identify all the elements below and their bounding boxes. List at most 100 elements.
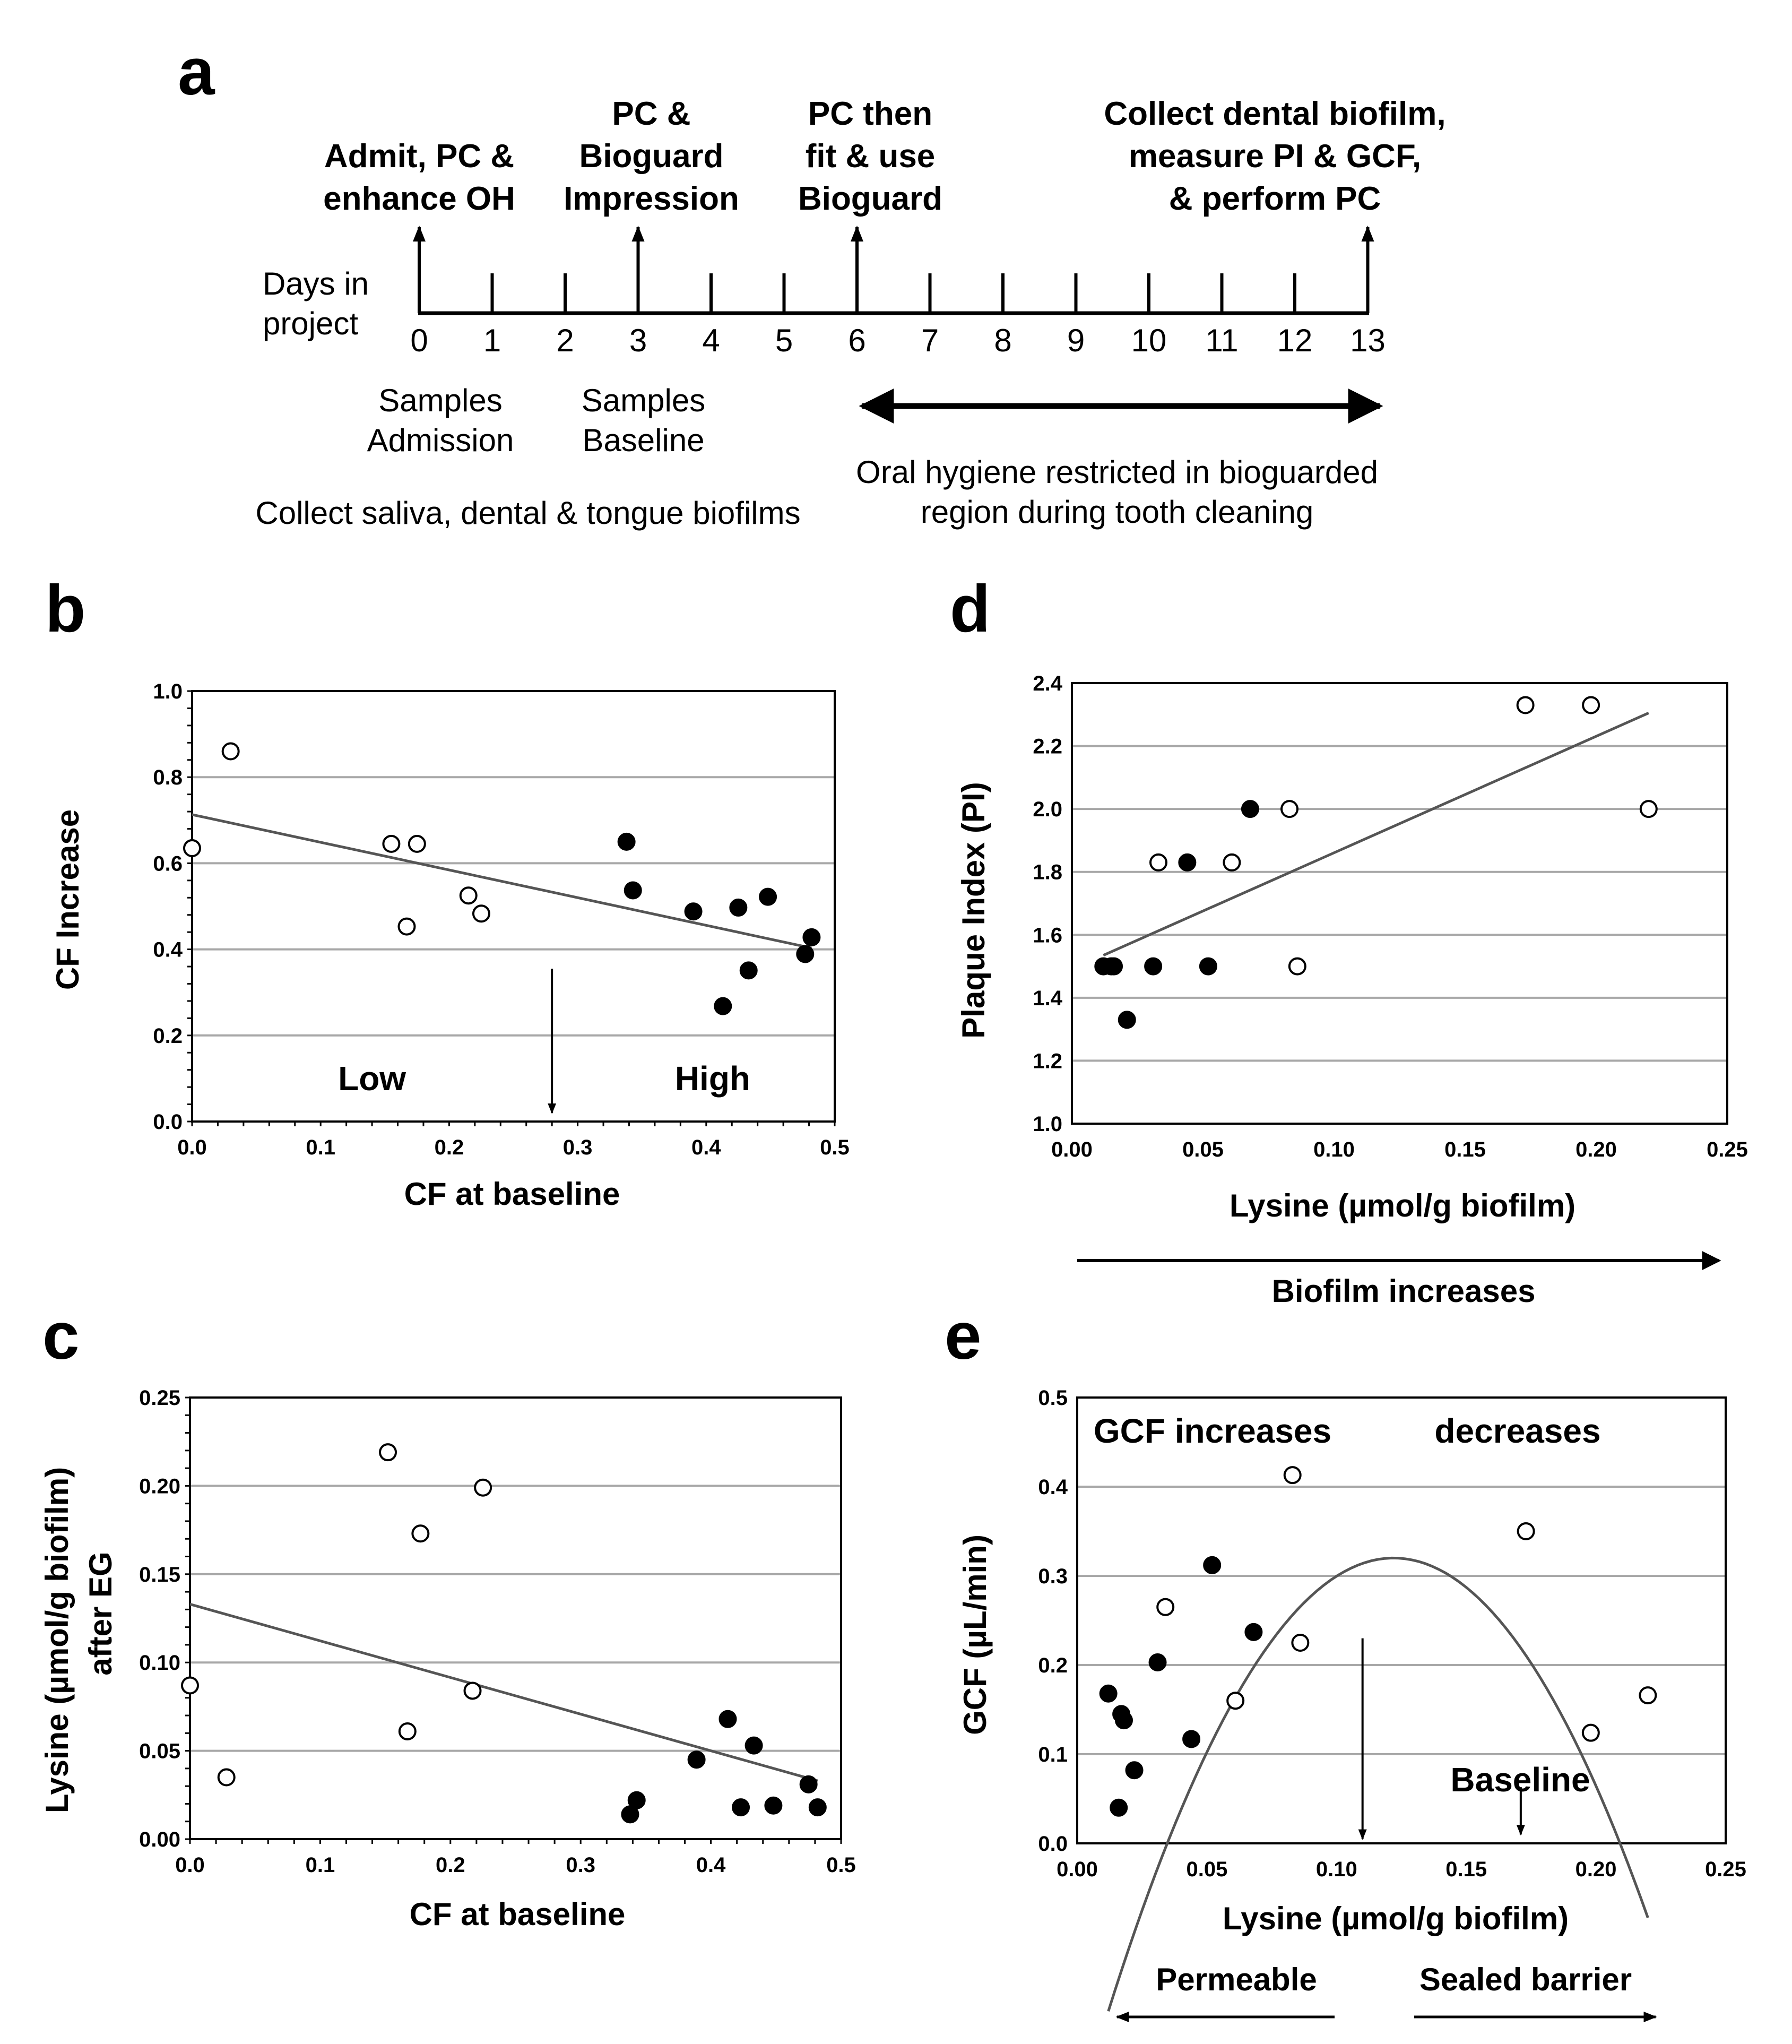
data-point-low [1291, 1634, 1310, 1652]
data-point-high [1148, 1653, 1167, 1671]
chart-b-y-axis-title: CF Increase [50, 809, 85, 990]
data-point-low [183, 839, 201, 858]
data-point-high [802, 928, 821, 946]
data-point-high [1203, 1556, 1222, 1574]
data-point-low [459, 886, 478, 905]
hygiene-text-line1: Oral hygiene restricted in bioguarded [856, 454, 1378, 490]
y-tick-label: 0.2 [153, 1024, 183, 1048]
chart-c-minor-ticks [185, 1396, 842, 1844]
y-tick-label: 0.10 [139, 1651, 180, 1675]
chart-d-y-axis-title: Plaque Index (PI) [956, 782, 991, 1038]
data-point-low [472, 904, 490, 923]
timeline-day-label: 2 [556, 323, 574, 358]
timeline-event-text: & perform PC [1169, 180, 1381, 217]
chart-b-letter: b [45, 572, 85, 646]
data-point-low [1223, 853, 1241, 872]
data-point-low [398, 1722, 417, 1740]
days-label-line1: Days in [263, 266, 369, 301]
timeline-day-label: 7 [921, 323, 939, 358]
y-tick-label: 2.4 [1033, 672, 1062, 695]
chart-d-letter: d [950, 572, 990, 646]
y-tick-label: 1.2 [1033, 1049, 1062, 1073]
timeline-day-label: 6 [848, 323, 865, 358]
x-tick-label: 0.00 [1051, 1138, 1093, 1161]
timeline-event-text: fit & use [806, 138, 936, 175]
data-point-high [1144, 957, 1163, 976]
chart-c-fit-line [189, 1602, 818, 1782]
chart-c: c 0.0 0.1 0.2 0.3 0.4 0.5 0.00 0.05 0.10 0.15 0.2… [39, 1299, 856, 1932]
timeline-day-labels: 0 1 2 3 4 5 6 7 8 9 10 11 12 13 [410, 323, 1386, 358]
data-point-low [397, 917, 416, 936]
x-tick-label: 0.5 [820, 1136, 850, 1159]
data-point-low [1582, 696, 1600, 714]
y-tick-label: 1.8 [1033, 861, 1062, 884]
collect-samples-text: Collect saliva, dental & tongue biofilms [255, 495, 800, 531]
x-tick-label: 0.2 [436, 1853, 465, 1877]
chart-e-baseline-label: Baseline [1450, 1761, 1590, 1799]
data-point-high [684, 902, 703, 921]
chart-d-plot-frame [1071, 682, 1728, 1125]
chart-b-plot-frame [191, 690, 836, 1123]
x-tick-label: 0.15 [1445, 1858, 1487, 1881]
timeline-samples: Samples Admission Samples Baseline [367, 383, 706, 458]
data-point-high [799, 1775, 818, 1793]
chart-b-points [183, 742, 821, 1015]
timeline-day-label: 9 [1067, 323, 1085, 358]
permeable-text: Permeable [1156, 1962, 1317, 1997]
x-tick-label: 0.4 [691, 1136, 721, 1159]
data-point-high [729, 898, 748, 917]
chart-d-y-tick-labels: 1.0 1.2 1.4 1.6 1.8 2.0 2.2 2.4 [1033, 672, 1062, 1136]
chart-e-letter: e [945, 1299, 982, 1373]
chart-b-x-axis-title: CF at baseline [404, 1176, 620, 1212]
timeline-ticks [418, 273, 1370, 313]
panel-a-letter: a [178, 35, 215, 109]
data-point-low [217, 1768, 236, 1787]
y-tick-label: 0.0 [1038, 1832, 1068, 1856]
data-point-low [463, 1681, 482, 1700]
y-tick-label: 1.4 [1033, 987, 1062, 1010]
y-tick-label: 0.1 [1038, 1743, 1068, 1766]
timeline-day-label: 5 [775, 323, 793, 358]
chart-e: e 0.00 0.05 0.10 0.15 0.20 0.25 0.00.10.20.30… [945, 1299, 1746, 2022]
x-tick-label: 0.20 [1575, 1858, 1617, 1881]
data-point-high [744, 1736, 763, 1755]
chart-c-plot-frame [189, 1396, 842, 1840]
y-tick-label: 0.4 [1038, 1476, 1068, 1499]
data-point-high [1099, 1684, 1118, 1703]
data-point-high [739, 961, 758, 980]
timeline-sample-text: Baseline [582, 422, 704, 458]
chart-b-label-low: Low [338, 1059, 406, 1098]
sealed-barrier-text: Sealed barrier [1419, 1962, 1632, 1997]
chart-d-points [1094, 696, 1658, 1029]
chart-d-gridlines [1072, 745, 1727, 1062]
y-tick-label: 0.2 [1038, 1654, 1068, 1677]
y-tick-label: 0.4 [153, 938, 183, 962]
timeline-day-label: 11 [1205, 323, 1238, 358]
data-point-low [382, 834, 401, 853]
data-point-high [764, 1796, 783, 1815]
data-point-low [408, 834, 426, 853]
x-tick-label: 0.1 [306, 1136, 335, 1159]
chart-e-points [1099, 1466, 1657, 1817]
chart-c-gridlines [190, 1485, 841, 1752]
chart-e-gridlines [1077, 1486, 1726, 1755]
x-tick-label: 0.00 [1057, 1858, 1098, 1881]
y-tick-label: 2.0 [1033, 798, 1062, 821]
data-point-low [221, 742, 240, 761]
y-tick-label: 0.3 [1038, 1565, 1068, 1588]
timeline-event-text: Bioguard [579, 138, 723, 175]
data-point-high [1118, 1011, 1136, 1029]
timeline-event-text: Bioguard [798, 180, 942, 217]
chart-c-points [181, 1443, 827, 1824]
chart-e-x-tick-labels: 0.00 0.05 0.10 0.15 0.20 0.25 [1057, 1858, 1746, 1881]
data-point-high [718, 1710, 737, 1728]
y-tick-label: 1.6 [1033, 924, 1062, 947]
x-tick-label: 0.3 [566, 1853, 595, 1877]
timeline-event-text: enhance OH [323, 180, 515, 217]
timeline-day-label: 12 [1277, 323, 1313, 358]
timeline-day-label: 10 [1131, 323, 1167, 358]
timeline-day-label: 13 [1350, 323, 1386, 358]
data-point-high [1182, 1730, 1201, 1748]
data-point-low [1226, 1692, 1245, 1710]
